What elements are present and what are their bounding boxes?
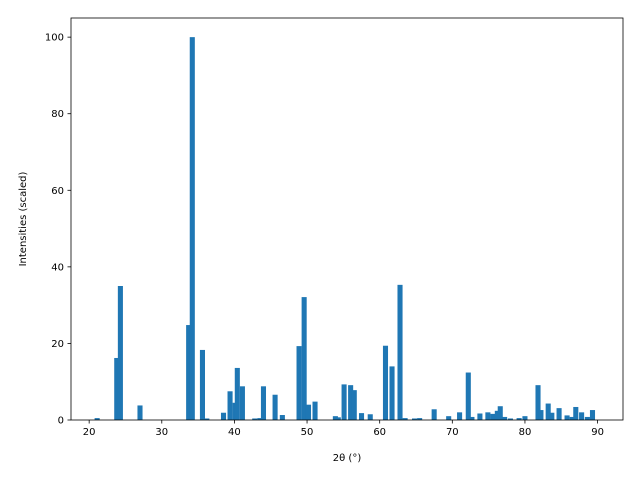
bar: [457, 412, 463, 420]
bar: [549, 412, 555, 420]
x-tick-label: 70: [446, 427, 459, 438]
x-tick-label: 20: [83, 427, 96, 438]
bar: [234, 367, 240, 420]
bar: [538, 410, 544, 420]
bar: [417, 418, 423, 420]
x-axis-label: 2θ (°): [333, 453, 362, 464]
bar: [332, 416, 338, 420]
bar: [556, 408, 562, 420]
bar: [507, 418, 513, 420]
bar-group: [94, 37, 596, 420]
bar: [397, 284, 403, 420]
bar: [260, 386, 267, 420]
bar: [312, 401, 318, 420]
x-tick-label: 50: [301, 427, 314, 438]
bar: [199, 349, 205, 420]
bar: [341, 384, 347, 420]
bar: [522, 416, 528, 420]
x-axis-ticks: 20 30 40 50 60 70 80 90: [83, 420, 604, 438]
bar: [446, 416, 452, 420]
bar: [296, 346, 302, 420]
bar: [469, 416, 475, 420]
y-tick-label: 100: [45, 33, 64, 44]
bar: [94, 418, 100, 420]
bar: [335, 417, 341, 420]
bar: [564, 415, 570, 420]
plot-frame: [70, 17, 624, 421]
bar: [305, 404, 312, 420]
bar: [186, 325, 192, 420]
bar: [573, 406, 579, 420]
bar: [272, 394, 278, 420]
x-tick-label: 30: [155, 427, 168, 438]
bar: [137, 405, 143, 420]
y-tick-label: 0: [58, 416, 64, 427]
bar: [477, 413, 483, 420]
bar: [382, 345, 389, 420]
bar: [516, 418, 522, 420]
bar: [389, 366, 395, 420]
bar: [189, 37, 195, 420]
y-tick-label: 60: [51, 186, 64, 197]
x-tick-label: 40: [228, 427, 241, 438]
y-axis-label: Intensities (scaled): [18, 171, 29, 266]
bar: [348, 385, 354, 420]
y-tick-label: 80: [51, 109, 64, 120]
bar: [227, 391, 233, 420]
bar: [279, 415, 285, 420]
bar: [579, 412, 585, 420]
bar: [358, 413, 365, 420]
bar: [502, 416, 508, 420]
bar: [114, 357, 120, 420]
bar: [367, 414, 373, 420]
bar: [494, 410, 500, 420]
x-tick-label: 80: [519, 427, 532, 438]
bar: [412, 418, 418, 420]
bar: [589, 410, 596, 420]
x-tick-label: 60: [373, 427, 386, 438]
bar: [431, 409, 437, 420]
bar: [584, 416, 590, 420]
x-tick-label: 90: [591, 427, 604, 438]
bar: [301, 297, 307, 420]
bar: [239, 386, 245, 420]
y-tick-label: 20: [51, 339, 64, 350]
bar: [485, 412, 491, 420]
bar: [490, 413, 496, 420]
bar: [220, 412, 227, 420]
bar: [351, 390, 357, 420]
bar: [545, 403, 551, 420]
bar: [535, 385, 541, 420]
bar: [497, 406, 503, 420]
bar: [257, 418, 263, 420]
bar: [117, 286, 123, 420]
bar: [402, 418, 408, 420]
bar: [569, 416, 575, 420]
bar: [465, 372, 471, 420]
bar: [252, 418, 258, 420]
bar: [204, 418, 210, 420]
y-tick-label: 40: [51, 262, 64, 273]
y-axis-ticks: 0 20 40 60 80 100: [45, 33, 71, 427]
